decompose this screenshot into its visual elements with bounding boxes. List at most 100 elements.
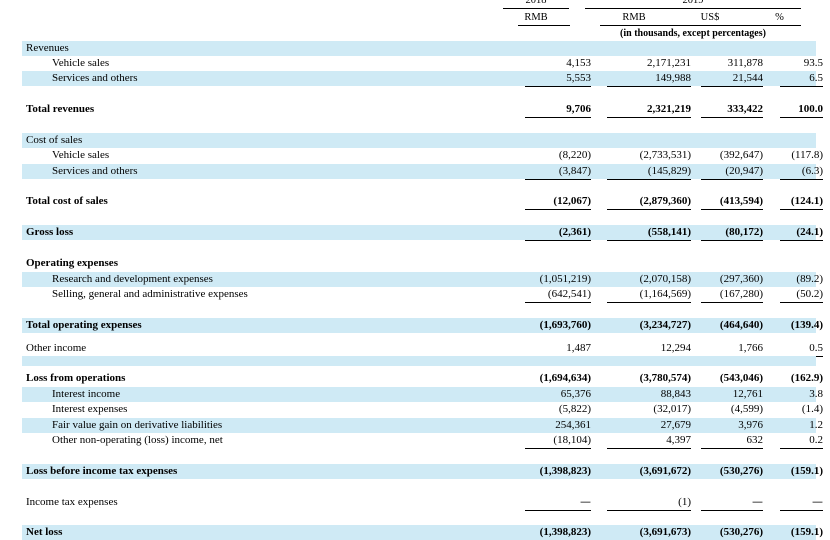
value-cell: 1,487 (566, 342, 591, 354)
value-cell: (558,141) (607, 225, 691, 241)
value-cell: (1) (607, 495, 691, 511)
row-label: Total cost of sales (26, 195, 108, 207)
row-label: Research and development expenses (52, 273, 213, 285)
value-cell: (4,599) (730, 403, 763, 415)
value-cell: (50.2) (780, 287, 823, 303)
value-cell: — (701, 495, 763, 511)
table-row: Net loss (1,398,823) (3,691,673) (530,27… (22, 525, 823, 540)
row-label: Other income (26, 342, 87, 354)
value-cell: (5,822) (558, 403, 591, 415)
table-row: Interest expenses (5,822) (32,017) (4,59… (22, 402, 823, 417)
value-cell: (543,046) (719, 372, 763, 384)
value-cell: 254,361 (555, 419, 591, 431)
value-cell: (3,234,727) (639, 319, 691, 331)
row-label: Fair value gain on derivative liabilitie… (52, 419, 223, 431)
value-cell: (2,879,360) (607, 194, 691, 210)
row-label: Interest income (52, 388, 121, 400)
value-cell: (464,640) (719, 319, 763, 331)
value-cell: (159.1) (790, 465, 823, 477)
row-label: Total revenues (26, 103, 95, 115)
value-cell: (3,780,574) (639, 372, 691, 384)
value-cell: (1,164,569) (607, 287, 691, 303)
table-row: Vehicle sales 4,153 2,171,231 311,878 93… (22, 56, 823, 71)
value-cell: (32,017) (653, 403, 691, 415)
table-row: Operating expenses (22, 256, 816, 271)
column-header-rmb-2018: RMB (524, 12, 548, 23)
row-label: Income tax expenses (26, 496, 118, 508)
value-cell: 3.8 (809, 388, 823, 400)
header-rule-rmb-2018 (518, 25, 570, 26)
value-cell: 12,294 (660, 342, 691, 354)
value-cell: (530,276) (719, 526, 763, 538)
value-cell: — (780, 495, 823, 511)
header-rule-2018 (503, 8, 569, 9)
table-row: Income tax expenses — (1) — — (22, 495, 823, 511)
row-label: Operating expenses (26, 257, 118, 269)
value-cell: (1,398,823) (539, 465, 591, 477)
row-label: Loss from operations (26, 372, 126, 384)
row-label: Net loss (26, 526, 63, 538)
value-cell: 1,766 (738, 342, 763, 354)
value-cell: 632 (701, 433, 763, 449)
row-label: Other non-operating (loss) income, net (52, 434, 223, 446)
value-cell: (8,220) (558, 149, 591, 161)
table-row: Loss from operations (1,694,634) (3,780,… (22, 371, 823, 386)
table-row: Cost of sales (22, 133, 816, 148)
value-cell: 88,843 (660, 388, 691, 400)
table-row: Services and others (3,847) (145,829) (2… (22, 164, 823, 180)
value-cell: 93.5 (803, 57, 823, 69)
value-cell: (145,829) (607, 164, 691, 180)
value-cell: (12,067) (525, 194, 591, 210)
table-spacer-row (22, 356, 816, 366)
value-cell: 1.2 (809, 419, 823, 431)
value-cell: 4,397 (607, 433, 691, 449)
value-cell: 3,976 (738, 419, 763, 431)
row-label: Selling, general and administrative expe… (52, 288, 248, 300)
value-cell: (1.4) (801, 403, 823, 415)
value-cell: 149,988 (607, 71, 691, 87)
value-cell: (139.4) (790, 319, 823, 331)
value-cell: 4,153 (566, 57, 591, 69)
units-note: (in thousands, except percentages) (620, 28, 766, 39)
table-row: Gross loss (2,361) (558,141) (80,172) (2… (22, 225, 823, 241)
value-cell: 2,321,219 (607, 102, 691, 118)
row-label: Vehicle sales (52, 149, 110, 161)
row-label: Total operating expenses (26, 319, 142, 331)
value-cell: (1,694,634) (539, 372, 591, 384)
value-cell: (297,360) (719, 273, 763, 285)
value-cell: (392,647) (719, 149, 763, 161)
column-header-rmb-2019: RMB (622, 12, 646, 23)
value-cell: (1,051,219) (539, 273, 591, 285)
value-cell: (2,733,531) (639, 149, 691, 161)
table-row: Interest income 65,376 88,843 12,761 3.8 (22, 387, 823, 402)
table-row: Total cost of sales (12,067) (2,879,360)… (22, 194, 823, 210)
table-row: Selling, general and administrative expe… (22, 287, 823, 303)
value-cell: 9,706 (525, 102, 591, 118)
value-cell: (1,398,823) (539, 526, 591, 538)
table-row: Loss before income tax expenses (1,398,8… (22, 464, 823, 479)
value-cell: 311,878 (727, 57, 763, 69)
table-row: Research and development expenses (1,051… (22, 272, 823, 287)
value-cell: (6.3) (780, 164, 823, 180)
table-row: Other income 1,487 12,294 1,766 0.5 (22, 341, 823, 357)
column-header-usd-2019: US$ (700, 12, 720, 23)
value-cell: (413,594) (701, 194, 763, 210)
value-cell: (80,172) (701, 225, 763, 241)
row-label: Cost of sales (26, 134, 83, 146)
value-cell: 12,761 (732, 388, 763, 400)
row-label: Revenues (26, 42, 69, 54)
value-cell: (162.9) (790, 372, 823, 384)
value-cell: (20,947) (701, 164, 763, 180)
table-row: Revenues (22, 41, 816, 56)
value-cell: 0.2 (780, 433, 823, 449)
header-rule-2019-cols (600, 25, 801, 26)
value-cell: (1,693,760) (539, 319, 591, 331)
header-rule-2019 (585, 8, 801, 9)
value-cell: (167,280) (701, 287, 763, 303)
value-cell: (2,361) (525, 225, 591, 241)
year-2019-header: 2019 (682, 0, 704, 6)
table-row: Total revenues 9,706 2,321,219 333,422 1… (22, 102, 823, 118)
value-cell: (642,541) (525, 287, 591, 303)
column-header-pct: % (775, 12, 784, 23)
value-cell: (2,070,158) (639, 273, 691, 285)
